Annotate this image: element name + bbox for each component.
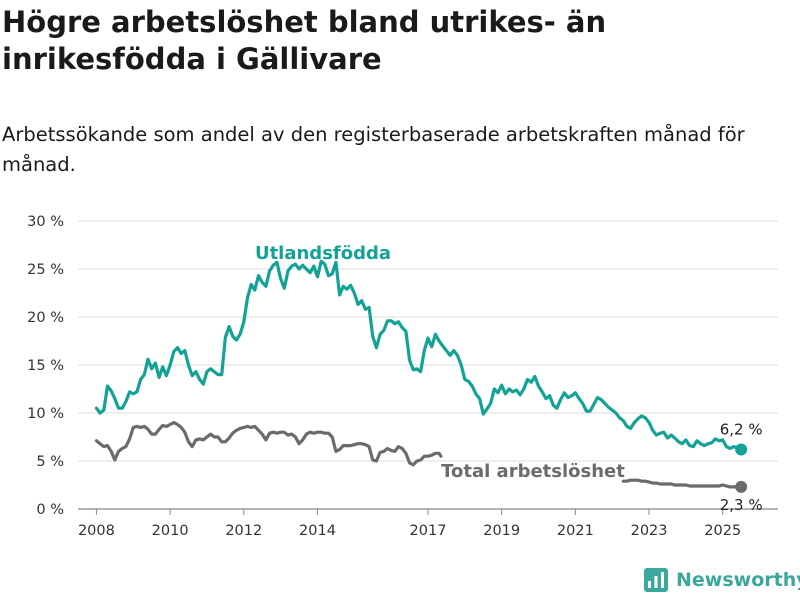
y-axis-ticks: 0 % 5 % 10 % 15 % 20 % 25 % 30 % bbox=[27, 214, 64, 518]
end-point-1 bbox=[735, 480, 748, 493]
y-tick-label: 0 % bbox=[36, 502, 64, 518]
x-tick-label: 2025 bbox=[704, 523, 741, 539]
x-tick-label: 2017 bbox=[410, 523, 447, 539]
x-tick-label: 2010 bbox=[152, 523, 189, 539]
x-tick-label: 2023 bbox=[631, 523, 668, 539]
grid-lines bbox=[78, 220, 778, 510]
bar-chart-logo-icon bbox=[644, 568, 668, 592]
end-value-label: 2,3 % bbox=[720, 496, 763, 514]
end-value-label: 6,2 % bbox=[720, 420, 763, 438]
series-line-1 bbox=[94, 421, 743, 489]
chart-subtitle: Arbetssökande som andel av den registerb… bbox=[2, 123, 745, 176]
series-name-label: Total arbetslöshet bbox=[441, 461, 625, 482]
brand-name: Newsworthy bbox=[676, 569, 800, 591]
y-tick-label: 20 % bbox=[27, 310, 64, 326]
x-tick-label: 2021 bbox=[557, 523, 594, 539]
y-tick-label: 15 % bbox=[27, 358, 64, 374]
chart-title: Högre arbetslöshet bland utrikes- än inr… bbox=[2, 5, 607, 76]
x-axis-ticks: 2008 2010 2012 2014 2017 2019 2021 2023 2025 bbox=[78, 509, 741, 539]
y-tick-label: 25 % bbox=[27, 262, 64, 278]
x-tick-label: 2019 bbox=[483, 523, 520, 539]
line-chart: 0 %5 %10 %15 %20 %25 %30 % 2008 2010 2012 2… bbox=[27, 214, 778, 539]
series-lines bbox=[94, 259, 748, 493]
y-tick-label: 30 % bbox=[27, 214, 64, 230]
y-tick-label: 10 % bbox=[27, 406, 64, 422]
end-point-0 bbox=[735, 443, 748, 456]
x-tick-label: 2014 bbox=[299, 523, 336, 539]
y-tick-label: 5 % bbox=[36, 454, 64, 470]
series-name-label: Utlandsfödda bbox=[255, 243, 391, 264]
series-line-0 bbox=[94, 259, 743, 452]
series-labels: 6,2 % 2,3 % Utlandsfödda Total arbetslöshet bbox=[255, 243, 763, 514]
x-tick-label: 2008 bbox=[78, 523, 115, 539]
brand-logo: Newsworthy bbox=[644, 568, 800, 592]
x-tick-label: 2012 bbox=[225, 523, 262, 539]
